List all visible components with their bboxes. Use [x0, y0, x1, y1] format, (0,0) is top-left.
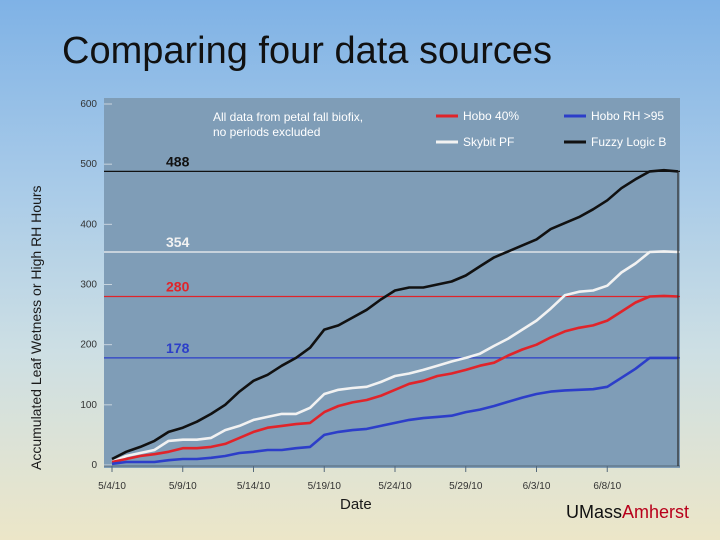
x-tick-label: 6/8/10 [593, 481, 621, 492]
brand-text-amherst: Amherst [622, 502, 690, 522]
reference-label-354: 354 [166, 234, 190, 250]
y-tick-label: 400 [80, 219, 97, 230]
brand-text-umass: UMass [566, 502, 623, 522]
y-tick-label: 200 [80, 340, 97, 351]
legend-label-hobo40: Hobo 40% [463, 109, 519, 123]
y-tick-label: 100 [80, 400, 97, 411]
x-tick-label: 5/14/10 [237, 481, 271, 492]
reference-lines: 488 354 280 178 [104, 153, 680, 359]
series-line-hobo40 [111, 294, 679, 464]
brand-logo: UMassAmherst [566, 502, 689, 523]
annotation: All data from petal fall biofix,no perio… [213, 110, 363, 139]
legend-label-fuzzy: Fuzzy Logic B [591, 135, 666, 149]
legend-label-skybit: Skybit PF [463, 135, 514, 149]
axes: 0 100 200 300 400 500 600 5/4/10 5/9/10 5/14/10 5/… [80, 99, 680, 492]
grid [104, 103, 608, 472]
x-tick-label: 5/9/10 [169, 481, 197, 492]
series-line-hobo95 [111, 356, 678, 466]
y-tick-label: 0 [91, 460, 97, 471]
series-line-skybit [111, 250, 679, 464]
y-tick-label: 600 [80, 99, 97, 110]
y-tick-label: 300 [80, 280, 97, 291]
legend: Hobo 40% Hobo RH >95 Skybit PF Fuzzy Logic … [436, 109, 666, 149]
y-tick-label: 500 [80, 159, 97, 170]
series-line-fuzzy [111, 168, 679, 461]
slide-title: Comparing four data sources [62, 30, 553, 72]
annotation-line: no periods excluded [213, 125, 320, 139]
x-tick-label: 5/24/10 [378, 481, 412, 492]
series-group [111, 168, 679, 466]
reference-label-488: 488 [166, 153, 190, 169]
x-tick-label: 5/29/10 [449, 481, 483, 492]
x-axis-title: Date [340, 496, 372, 513]
x-tick-label: 5/4/10 [98, 481, 126, 492]
legend-label-hobo95: Hobo RH >95 [591, 109, 664, 123]
annotation-line: All data from petal fall biofix, [213, 110, 363, 124]
plot-area [104, 98, 680, 468]
reference-label-280: 280 [166, 279, 190, 295]
x-tick-label: 6/3/10 [523, 481, 551, 492]
x-tick-label: 5/19/10 [308, 481, 342, 492]
reference-label-178: 178 [166, 340, 190, 356]
